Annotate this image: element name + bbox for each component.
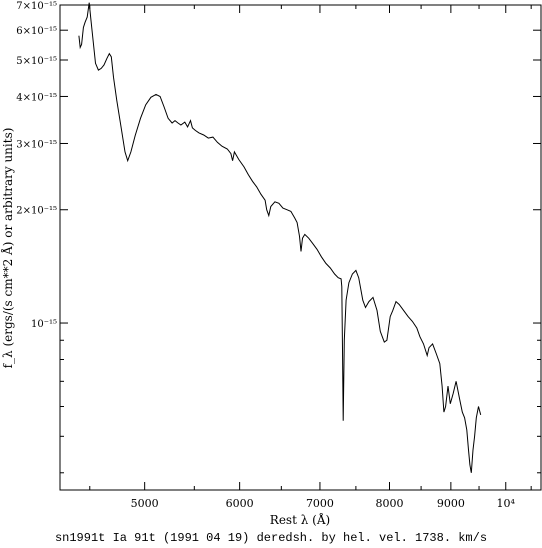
y-axis: 7×10⁻¹⁵ 6×10⁻¹⁵ 5×10⁻¹⁵ 4×10⁻¹⁵ 3×10⁻¹⁵ 2×10⁻… — [16, 1, 541, 474]
y-axis-label: f_λ (ergs/(s cm**2 Å) or arbitrary units… — [0, 128, 15, 369]
x-tick-label: 9000 — [437, 497, 465, 510]
y-tick-label: 10⁻¹⁵ — [31, 319, 57, 330]
x-axis-label: Rest λ (Å) — [270, 512, 330, 527]
plot-frame — [59, 4, 542, 491]
x-tick-label: 6000 — [226, 497, 254, 510]
y-tick-label: 4×10⁻¹⁵ — [16, 92, 57, 103]
y-tick-label: 3×10⁻¹⁵ — [16, 139, 57, 150]
x-axis: 5000 6000 7000 8000 9000 10⁴ — [89, 5, 532, 510]
y-tick-label: 2×10⁻¹⁵ — [16, 206, 57, 217]
y-tick-label: 7×10⁻¹⁵ — [16, 1, 57, 12]
x-tick-label: 5000 — [131, 497, 159, 510]
chart: 5000 6000 7000 8000 9000 10⁴ 7×10⁻¹⁵ 6×10⁻¹⁵ 5×… — [0, 1, 542, 527]
y-tick-label: 5×10⁻¹⁵ — [16, 56, 57, 67]
x-tick-label: 7000 — [306, 497, 334, 510]
spectrum-series-line — [78, 2, 482, 473]
y-tick-label: 6×10⁻¹⁵ — [16, 26, 57, 37]
x-tick-label: 8000 — [376, 497, 404, 510]
x-tick-label: 10⁴ — [497, 497, 516, 510]
chart-caption: sn1991t Ia 91t (1991 04 19) deredsh. by … — [54, 531, 488, 545]
